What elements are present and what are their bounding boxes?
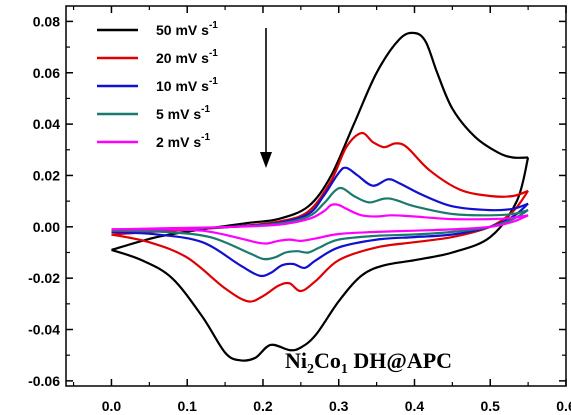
x-tick-label: 0.0 [102, 398, 122, 414]
curve-cathodic-20mv [111, 190, 529, 303]
y-tick-label: -0.06 [28, 373, 60, 389]
curve-cathodic-10mv [111, 202, 529, 278]
legend-label-main: 20 mV s [156, 50, 209, 66]
legend-label-sup: -1 [201, 104, 210, 115]
x-tick-label: 0.4 [405, 398, 425, 414]
curve-cathodic-5mv [111, 209, 529, 261]
axis-tick-labels: 0.0 0.1 0.2 0.3 0.4 0.5 0.6 -0.06 -0.04 -0.02 0.00… [28, 13, 571, 414]
legend-label: 2 mV s-1 [156, 132, 210, 150]
y-tick-label: -0.02 [28, 270, 60, 286]
y-tick-label: 0.02 [33, 167, 60, 183]
series-curves [111, 31, 530, 362]
y-tick-label: -0.04 [28, 322, 60, 338]
annotation-co-sub: 1 [341, 362, 348, 377]
plot-frame [65, 5, 567, 387]
legend-label-sup: -1 [209, 20, 218, 31]
curve-cathodic-2mv [111, 214, 529, 245]
legend-label-sup: -1 [209, 48, 218, 59]
y-tick-label: 0.00 [33, 219, 60, 235]
x-tick-label: 0.3 [329, 398, 349, 414]
legend-label: 50 mV s-1 [156, 20, 218, 38]
legend-label: 5 mV s-1 [156, 104, 210, 122]
legend-label: 10 mV s-1 [156, 76, 218, 94]
legend-label-main: 50 mV s [156, 22, 209, 38]
annotation-co: Co [314, 348, 341, 373]
curve-anodic-50mv [111, 31, 529, 251]
curve-cathodic-50mv [111, 157, 530, 362]
legend-label-main: 2 mV s [156, 134, 201, 150]
annotation-ni: Ni [285, 348, 307, 373]
x-tick-label: 0.2 [253, 398, 273, 414]
x-tick-label: 0.1 [177, 398, 197, 414]
legend: 50 mV s-120 mV s-110 mV s-15 mV s-12 mV … [97, 20, 218, 150]
curve-anodic-10mv [111, 166, 529, 233]
annotation-suffix: DH@APC [348, 348, 452, 373]
annotation-ni-sub: 2 [307, 362, 314, 377]
y-tick-label: 0.08 [33, 13, 60, 29]
sample-annotation: Ni2Co1 DH@APC [285, 348, 452, 377]
y-tick-label: 0.04 [33, 116, 60, 132]
legend-label: 20 mV s-1 [156, 48, 218, 66]
legend-label-sup: -1 [201, 132, 210, 143]
x-tick-label: 0.5 [481, 398, 501, 414]
x-tick-label: 0.6 [556, 398, 571, 414]
legend-label-main: 10 mV s [156, 78, 209, 94]
axis-ticks [66, 6, 567, 386]
scan-direction-arrow [260, 28, 272, 168]
legend-label-main: 5 mV s [156, 106, 201, 122]
curve-anodic-2mv [111, 203, 529, 231]
legend-label-sup: -1 [209, 76, 218, 87]
y-tick-label: 0.06 [33, 65, 60, 81]
